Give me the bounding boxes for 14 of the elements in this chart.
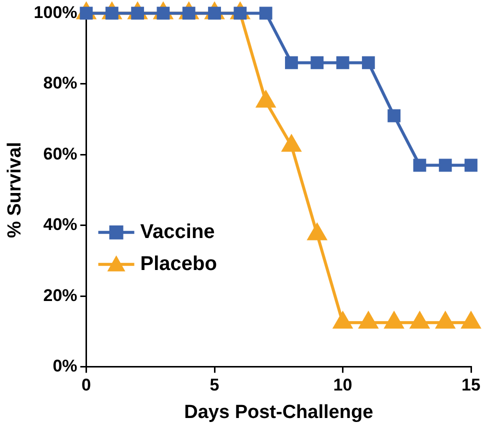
y-tick-label: 80% [43,74,78,93]
x-tick-label: 0 [82,376,92,395]
x-axis-title: Days Post-Challenge [184,402,374,423]
y-tick-label: 0% [52,356,78,376]
y-tick-label: 60% [43,144,78,164]
y-tick-label: 20% [43,286,78,305]
x-tick-label: 15 [462,376,480,395]
y-axis-title: % Survival [4,142,26,238]
legend-label: Vaccine [140,220,215,243]
y-tick-label: 100% [34,2,78,22]
legend-label: Placebo [140,252,217,275]
x-tick-label: 5 [210,376,220,395]
x-tick-label: 10 [333,376,352,395]
y-tick-label: 40% [43,215,78,234]
